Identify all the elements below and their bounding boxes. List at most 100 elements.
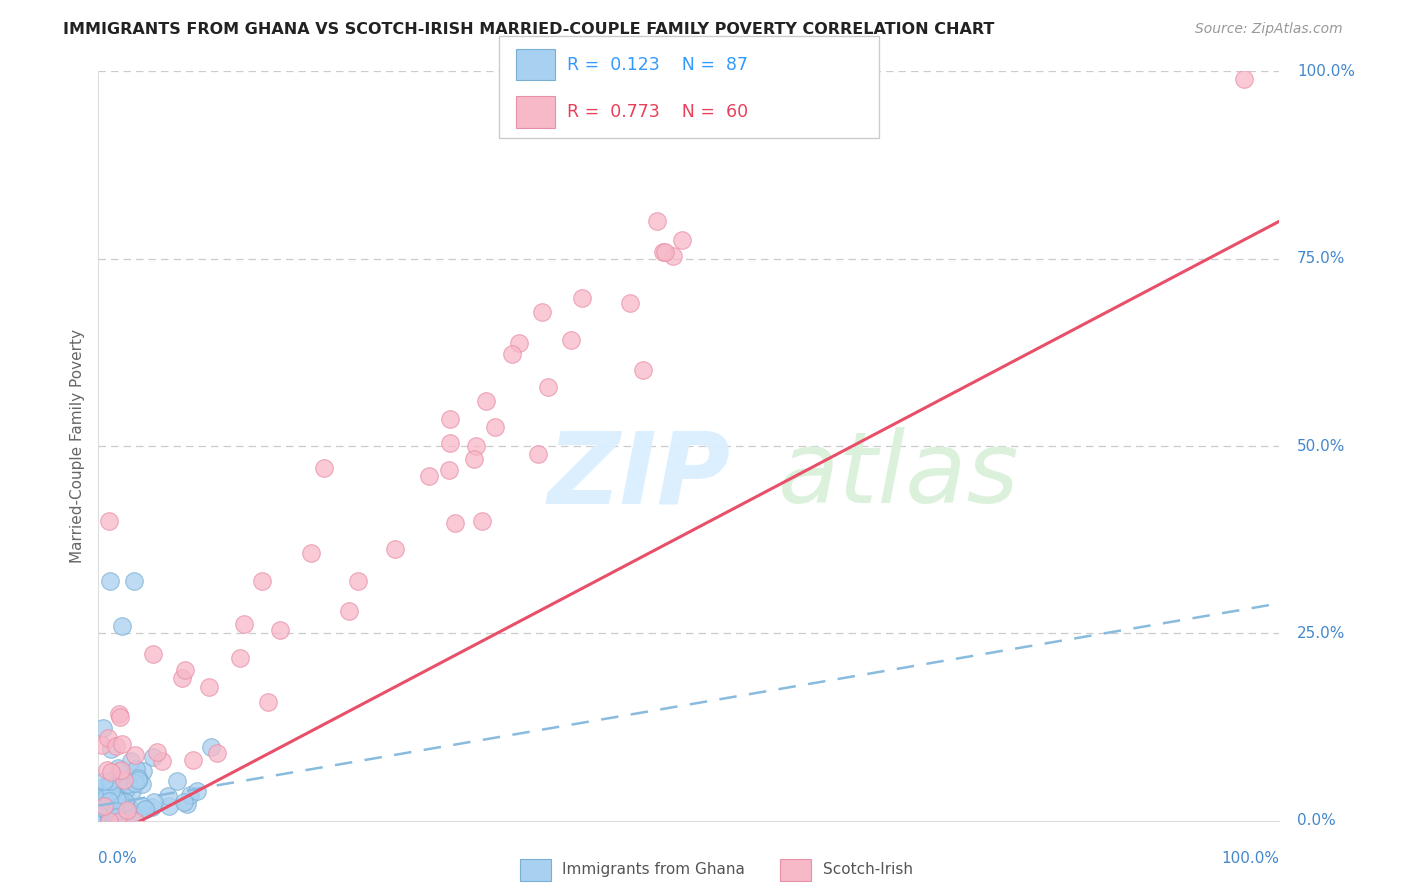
Point xyxy=(131,799,153,814)
Point xyxy=(105,771,128,785)
Point xyxy=(128,772,150,787)
Point xyxy=(111,619,134,633)
Point xyxy=(384,542,406,557)
Point xyxy=(104,805,127,819)
Point xyxy=(484,419,506,434)
Point xyxy=(124,814,146,828)
Point xyxy=(671,233,693,247)
Text: 0.0%: 0.0% xyxy=(98,851,138,865)
Point xyxy=(89,810,111,824)
Point xyxy=(104,807,127,822)
Point xyxy=(96,789,118,804)
Point xyxy=(97,731,120,746)
Point xyxy=(170,671,193,685)
Point xyxy=(98,574,121,588)
Text: Immigrants from Ghana: Immigrants from Ghana xyxy=(562,863,745,877)
Point xyxy=(105,793,128,807)
Point xyxy=(97,804,120,818)
Point xyxy=(111,797,134,812)
Point xyxy=(143,796,166,810)
Point xyxy=(98,775,121,789)
Text: IMMIGRANTS FROM GHANA VS SCOTCH-IRISH MARRIED-COUPLE FAMILY POVERTY CORRELATION : IMMIGRANTS FROM GHANA VS SCOTCH-IRISH MA… xyxy=(63,22,994,37)
Point xyxy=(142,750,165,764)
Point xyxy=(101,807,124,822)
Point xyxy=(114,795,136,809)
Point xyxy=(127,772,149,787)
Point xyxy=(93,799,115,814)
Text: ZIP: ZIP xyxy=(547,427,730,524)
Point xyxy=(439,435,461,450)
Point xyxy=(101,808,124,822)
Point xyxy=(91,721,114,735)
Point xyxy=(105,810,128,824)
Point xyxy=(114,781,136,796)
Point xyxy=(1233,71,1256,86)
Point xyxy=(176,797,198,811)
Point xyxy=(141,800,163,814)
Text: 50.0%: 50.0% xyxy=(1298,439,1346,453)
Point xyxy=(651,245,673,260)
Point xyxy=(631,363,654,377)
Point xyxy=(257,695,280,709)
Point xyxy=(110,792,132,806)
Point xyxy=(157,799,180,814)
Point xyxy=(250,574,273,588)
Point xyxy=(94,802,117,816)
Point xyxy=(98,794,121,808)
Point xyxy=(118,802,141,816)
Point xyxy=(200,739,222,754)
Point xyxy=(439,412,461,426)
Point xyxy=(347,574,370,589)
Point xyxy=(501,347,523,361)
Point xyxy=(120,754,142,768)
Point xyxy=(125,762,148,776)
Point xyxy=(135,801,157,815)
Point xyxy=(94,807,117,822)
Point xyxy=(97,797,120,812)
Point xyxy=(418,468,440,483)
Point xyxy=(110,763,132,777)
Point xyxy=(110,764,132,779)
Point xyxy=(110,808,132,822)
Point xyxy=(150,754,173,768)
Point xyxy=(107,805,129,820)
Point xyxy=(645,214,668,228)
Point xyxy=(90,738,112,752)
Point xyxy=(337,604,360,618)
Point xyxy=(104,790,127,805)
Point xyxy=(87,813,110,827)
Point xyxy=(124,776,146,790)
Point xyxy=(157,789,180,804)
Text: R =  0.773    N =  60: R = 0.773 N = 60 xyxy=(567,103,748,121)
Point xyxy=(105,793,128,807)
Point xyxy=(537,380,560,394)
Point xyxy=(571,291,593,305)
Point xyxy=(115,803,138,817)
Point xyxy=(174,663,197,677)
Point xyxy=(131,777,153,791)
Point xyxy=(96,763,118,777)
Point xyxy=(94,802,117,816)
Point xyxy=(186,784,208,798)
Point xyxy=(100,783,122,797)
Point xyxy=(132,764,155,779)
Point xyxy=(108,814,131,828)
Point xyxy=(299,546,322,560)
Point xyxy=(198,680,221,694)
Text: 75.0%: 75.0% xyxy=(1298,252,1346,266)
Point xyxy=(232,617,254,632)
Point xyxy=(437,463,460,477)
Point xyxy=(108,771,131,785)
Point xyxy=(112,772,135,787)
Point xyxy=(508,336,530,351)
Point xyxy=(105,739,128,753)
Point xyxy=(465,439,488,453)
Point xyxy=(103,810,125,824)
Point xyxy=(100,742,122,756)
Point xyxy=(90,807,112,822)
Point xyxy=(179,788,201,802)
Point xyxy=(98,814,121,828)
Point xyxy=(619,295,641,310)
Point xyxy=(89,812,111,826)
Point xyxy=(90,806,112,821)
